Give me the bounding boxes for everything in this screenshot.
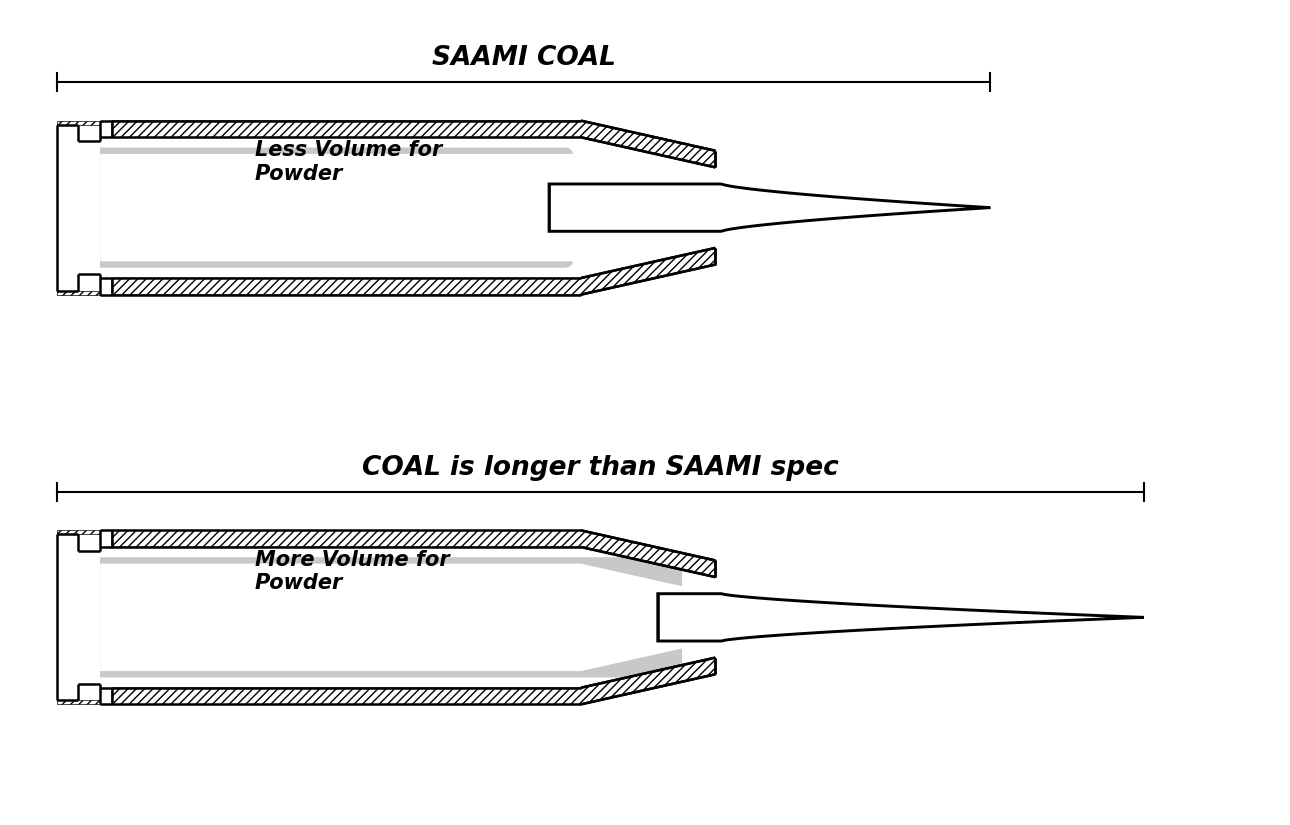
Polygon shape [57, 120, 101, 125]
Polygon shape [79, 141, 101, 274]
Polygon shape [57, 290, 101, 295]
Polygon shape [550, 182, 715, 233]
Polygon shape [112, 530, 716, 577]
Text: More Volume for
Powder: More Volume for Powder [255, 550, 449, 593]
Polygon shape [79, 551, 101, 684]
Polygon shape [57, 530, 101, 535]
FancyBboxPatch shape [93, 557, 682, 677]
Text: Less Volume for
Powder: Less Volume for Powder [255, 140, 442, 183]
Polygon shape [101, 563, 716, 671]
Polygon shape [658, 594, 1144, 641]
Polygon shape [658, 592, 715, 643]
Polygon shape [57, 700, 101, 705]
FancyBboxPatch shape [93, 148, 573, 268]
Polygon shape [101, 154, 716, 262]
Polygon shape [550, 184, 991, 231]
Polygon shape [112, 120, 716, 167]
Text: COAL is longer than SAAMI spec: COAL is longer than SAAMI spec [362, 455, 838, 480]
Polygon shape [112, 248, 716, 295]
Text: SAAMI COAL: SAAMI COAL [432, 45, 615, 71]
Polygon shape [112, 658, 716, 705]
